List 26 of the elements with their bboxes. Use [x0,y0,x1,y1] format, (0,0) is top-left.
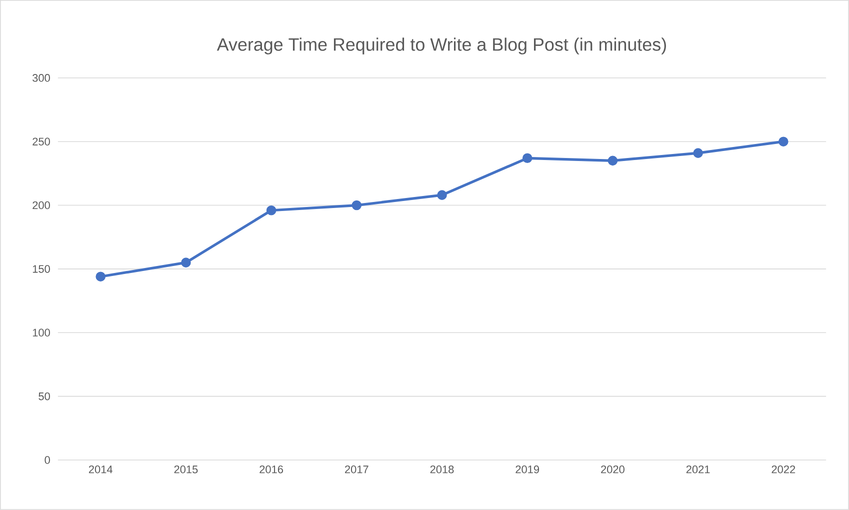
x-tick-label: 2022 [772,466,796,474]
y-tick-label: 100 [32,328,50,337]
x-tick-label: 2018 [430,466,454,474]
x-tick-label: 2019 [516,466,540,474]
y-tick-label: 0 [44,456,50,464]
y-tick-label: 250 [32,138,50,146]
x-tick-label: 2016 [260,466,284,474]
point [693,148,703,158]
point [778,136,788,147]
y-tick-label: 300 [32,74,50,82]
x-tick-label: 2015 [174,466,198,474]
y-tick-label: 150 [32,265,50,273]
point [181,258,191,268]
x-tick-label: 2017 [345,466,368,474]
point [266,206,276,216]
point [522,153,532,164]
point [608,156,618,166]
x-tick-label: 2014 [88,466,112,474]
y-tick-label: 200 [32,201,50,210]
x-tick-label: 2021 [686,466,710,474]
x-tick-label: 2020 [601,466,624,474]
chart-title: Average Time Required to Write a Blog Post (in minutes) [216,38,666,54]
y-tick-label: 50 [38,392,50,400]
point [96,272,106,282]
point [437,190,447,200]
point [352,200,362,210]
